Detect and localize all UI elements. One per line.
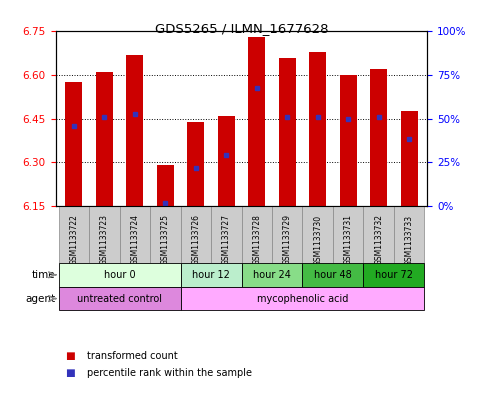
Text: agent: agent (26, 294, 56, 303)
Text: ■: ■ (65, 368, 75, 378)
Text: GSM1133729: GSM1133729 (283, 215, 292, 265)
Bar (309, 52, 326, 206)
Bar (394, 206, 425, 263)
Bar (272, 206, 302, 263)
Bar (181, 286, 425, 310)
Bar (187, 121, 204, 206)
Bar (370, 69, 387, 206)
Bar (363, 263, 425, 286)
Bar (181, 206, 211, 263)
Text: hour 0: hour 0 (104, 270, 135, 280)
Bar (157, 165, 174, 206)
Text: GSM1133725: GSM1133725 (161, 215, 170, 265)
Bar (66, 82, 82, 206)
Bar (96, 72, 113, 206)
Text: GSM1133722: GSM1133722 (70, 215, 78, 265)
Bar (218, 116, 235, 206)
Text: hour 12: hour 12 (192, 270, 230, 280)
Bar (340, 75, 356, 206)
Text: mycophenolic acid: mycophenolic acid (257, 294, 348, 303)
Text: hour 24: hour 24 (253, 270, 291, 280)
Text: GSM1133726: GSM1133726 (191, 215, 200, 265)
Bar (401, 111, 417, 206)
Text: GSM1133730: GSM1133730 (313, 215, 322, 266)
Bar (58, 263, 181, 286)
Text: GDS5265 / ILMN_1677628: GDS5265 / ILMN_1677628 (155, 22, 328, 35)
Bar (248, 37, 265, 206)
Bar (181, 263, 242, 286)
Bar (58, 286, 181, 310)
Bar (120, 206, 150, 263)
Text: GSM1133724: GSM1133724 (130, 215, 139, 265)
Text: untreated control: untreated control (77, 294, 162, 303)
Text: percentile rank within the sample: percentile rank within the sample (87, 368, 252, 378)
Text: GSM1133732: GSM1133732 (374, 215, 383, 265)
Text: GSM1133727: GSM1133727 (222, 215, 231, 265)
Bar (302, 263, 363, 286)
Bar (127, 55, 143, 206)
Text: GSM1133731: GSM1133731 (344, 215, 353, 265)
Text: GSM1133723: GSM1133723 (100, 215, 109, 265)
Text: GSM1133728: GSM1133728 (252, 215, 261, 265)
Text: ■: ■ (65, 351, 75, 361)
Bar (333, 206, 363, 263)
Bar (242, 263, 302, 286)
Bar (58, 206, 89, 263)
Text: transformed count: transformed count (87, 351, 178, 361)
Bar (279, 58, 296, 206)
Text: hour 72: hour 72 (375, 270, 413, 280)
Bar (242, 206, 272, 263)
Text: hour 48: hour 48 (314, 270, 352, 280)
Text: time: time (32, 270, 56, 280)
Bar (363, 206, 394, 263)
Bar (302, 206, 333, 263)
Bar (89, 206, 120, 263)
Text: GSM1133733: GSM1133733 (405, 215, 413, 266)
Bar (150, 206, 181, 263)
Bar (211, 206, 242, 263)
